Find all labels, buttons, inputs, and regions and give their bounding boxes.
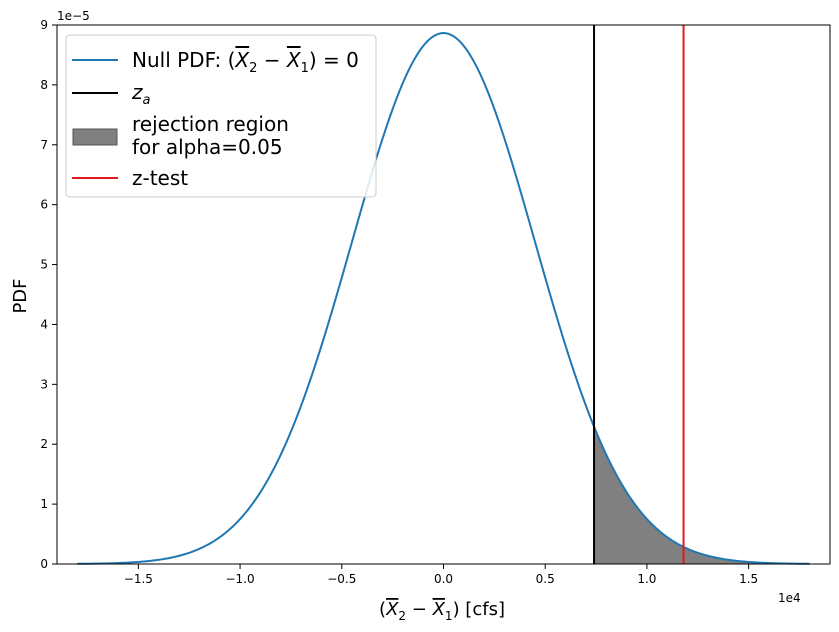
axes: −1.5 −1.0 −0.5 0.0 0.5 1.0 1.5 0 1 2 3 4 5 6 7 8 9 — [40, 18, 831, 586]
x-tick-label: 1.0 — [637, 572, 656, 586]
y-tick-label: 9 — [40, 18, 48, 32]
legend-rejection-label-line2: for alpha=0.05 — [132, 135, 283, 159]
y-tick-label: 6 — [40, 198, 48, 212]
rejection-region-area — [594, 426, 810, 564]
legend-rejection-label-line1: rejection region — [132, 112, 289, 136]
y-tick-label: 3 — [40, 377, 48, 391]
y-offset-label: 1e−5 — [57, 9, 90, 23]
x-tick-label: 0.0 — [434, 572, 453, 586]
legend-box — [65, 34, 377, 198]
x-tick-label: −0.5 — [327, 572, 356, 586]
x-tick-label: −1.5 — [124, 572, 153, 586]
y-tick-label: 2 — [40, 437, 48, 451]
y-axis-label: PDF — [10, 278, 31, 313]
x-tick-label: −1.0 — [226, 572, 255, 586]
legend-ztest-label: z-test — [132, 166, 188, 190]
x-tick-label: 0.5 — [536, 572, 555, 586]
y-tick-label: 1 — [40, 497, 48, 511]
y-tick-label: 5 — [40, 258, 48, 272]
x-tick-label: 1.5 — [739, 572, 758, 586]
plot-area — [77, 25, 810, 565]
y-tick-label: 4 — [40, 317, 48, 331]
x-axis-label: (X2 − X1) [cfs] — [379, 599, 505, 623]
x-offset-label: 1e4 — [778, 591, 801, 605]
legend-za-label: za — [131, 80, 151, 108]
y-tick-label: 8 — [40, 78, 48, 92]
legend: Null PDF: (X2 − X1) = 0 za rejection reg… — [65, 34, 377, 198]
legend-null-pdf-label: Null PDF: (X2 − X1) = 0 — [132, 48, 359, 76]
null-pdf-line — [77, 32, 810, 565]
y-tick-label: 7 — [40, 138, 48, 152]
y-tick-label: 0 — [40, 557, 48, 571]
legend-rejection-swatch — [72, 128, 118, 146]
